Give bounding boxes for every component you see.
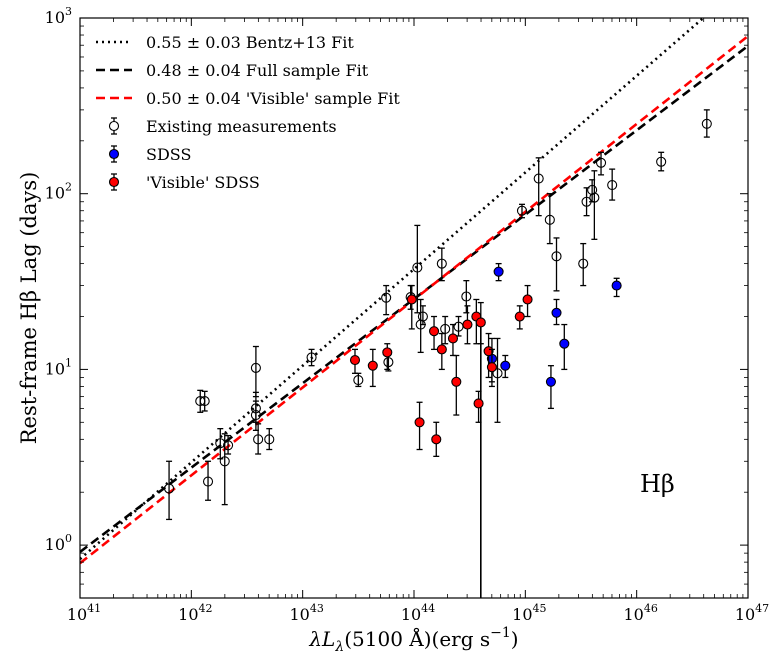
- legend-label: 0.55 ± 0.03 Bentz+13 Fit: [146, 33, 354, 52]
- existing-point: [607, 180, 618, 191]
- x-axis-label-prefix: λL: [308, 627, 335, 651]
- existing-point: [589, 192, 600, 203]
- existing-point: [544, 214, 555, 225]
- existing-point: [595, 157, 607, 168]
- h-beta-annotation: Hβ: [640, 470, 675, 498]
- x-tick-label: 1046: [623, 602, 657, 624]
- x-tick-label: 1043: [289, 602, 323, 624]
- existing-point: [306, 352, 317, 363]
- x-axis-label-superscript: −1: [490, 625, 511, 641]
- visible-sdss-point: [431, 434, 442, 445]
- x-tick-label: 1042: [178, 602, 212, 624]
- visible-sdss-point: [522, 294, 533, 305]
- visible-sdss-point: [428, 326, 440, 337]
- visible-sdss-point: [436, 344, 447, 355]
- existing-point: [440, 323, 451, 334]
- y-tick-label: 100: [45, 532, 72, 554]
- y-tick-label: 103: [45, 5, 72, 27]
- legend-label: 0.50 ± 0.04 'Visible' sample Fit: [146, 89, 400, 108]
- x-axis-label-suffix: ): [511, 627, 519, 651]
- y-tick-label: 101: [45, 356, 72, 378]
- visible-sdss-point: [486, 362, 497, 373]
- legend-marker-swatch: [108, 120, 120, 132]
- existing-point: [551, 251, 562, 262]
- sdss-point: [559, 338, 570, 349]
- existing-point: [164, 483, 175, 494]
- legend-marker-swatch: [108, 148, 120, 160]
- y-axis-label: Rest-frame Hβ Lag (days): [17, 172, 41, 445]
- sdss-point: [493, 266, 504, 277]
- visible-sdss-point: [414, 417, 425, 428]
- legend-label: 'Visible' SDSS: [146, 173, 260, 192]
- existing-point: [250, 362, 261, 373]
- existing-point: [219, 456, 230, 467]
- x-axis-label: λLλ(5100 Å)(erg s−1): [308, 625, 518, 655]
- sdss-point: [611, 280, 622, 291]
- visible-sdss-point: [447, 333, 459, 344]
- existing-point: [383, 357, 394, 368]
- y-tick-label: 102: [45, 181, 72, 203]
- existing-point: [381, 292, 392, 303]
- x-axis-label-mid: (5100 Å)(erg s: [344, 626, 490, 651]
- x-tick-label: 1041: [67, 602, 101, 624]
- existing-point: [412, 262, 423, 273]
- existing-point: [199, 396, 210, 407]
- x-tick-label: 1044: [401, 602, 435, 624]
- legend-marker-swatch: [108, 176, 120, 188]
- visible-sdss-point: [406, 294, 417, 305]
- visible-sdss-point: [367, 360, 378, 371]
- visible-sdss-point: [514, 311, 525, 322]
- visible-sdss-point: [382, 347, 393, 358]
- existing-point: [533, 173, 544, 184]
- existing-point: [353, 374, 364, 386]
- x-tick-label: 1047: [735, 602, 769, 624]
- visible-sdss-point: [473, 398, 484, 409]
- existing-point: [253, 434, 264, 445]
- legend-label: Existing measurements: [146, 117, 337, 136]
- existing-point: [587, 184, 598, 196]
- existing-point: [436, 258, 447, 269]
- visible-sdss-point: [475, 317, 486, 328]
- existing-point: [202, 476, 214, 487]
- x-tick-label: 1045: [512, 602, 546, 624]
- existing-point: [516, 205, 528, 216]
- existing-point: [417, 311, 428, 322]
- visible-sdss-point: [349, 355, 361, 366]
- sdss-point: [551, 307, 562, 318]
- visible-sdss-point: [451, 376, 462, 387]
- visible-sdss-point: [462, 319, 473, 330]
- existing-point: [223, 440, 234, 451]
- existing-point: [492, 368, 503, 379]
- existing-point: [578, 258, 589, 269]
- x-axis-label-subscript: λ: [334, 639, 344, 655]
- legend: 0.55 ± 0.03 Bentz+13 Fit 0.48 ± 0.04 Full…: [96, 33, 400, 192]
- existing-point: [250, 409, 261, 421]
- sdss-point: [545, 376, 556, 387]
- legend-label: SDSS: [146, 145, 191, 164]
- existing-point: [656, 156, 667, 167]
- data-points: [164, 109, 712, 598]
- legend-label: 0.48 ± 0.04 Full sample Fit: [146, 61, 369, 80]
- existing-point: [461, 291, 472, 302]
- axis-ticks: 1041 1042 1043 1044 1045 1046 1047 100 101 102 103: [45, 5, 770, 624]
- sdss-point: [500, 360, 511, 371]
- existing-point: [701, 118, 712, 129]
- existing-point: [264, 434, 275, 445]
